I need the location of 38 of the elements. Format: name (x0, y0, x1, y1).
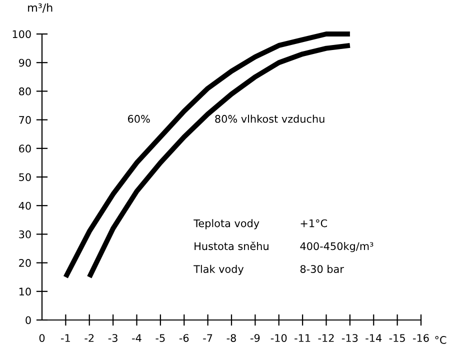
x-tick-label: -16 (413, 334, 429, 342)
x-tick-label: -11 (294, 334, 310, 342)
x-tick-label: -10 (270, 334, 287, 342)
x-tick-label: -3 (108, 334, 118, 342)
annotation: Tlak vody (194, 264, 244, 275)
y-tick-label: 40 (18, 202, 31, 210)
y-tick-label: 70 (19, 116, 31, 124)
y-tick-label: 10 (19, 288, 31, 296)
x-tick-label: -9 (250, 334, 260, 342)
x-tick-label: -15 (389, 334, 405, 342)
y-tick-label: 60 (19, 144, 31, 153)
x-tick-label: -6 (179, 334, 189, 342)
y-tick-label: 50 (19, 173, 31, 182)
x-tick-label: -2 (84, 334, 94, 342)
x-tick-label: -12 (318, 334, 334, 342)
x-tick-label: -7 (203, 334, 212, 342)
x-tick-label: -5 (156, 334, 165, 342)
y-tick-label: 90 (18, 58, 31, 67)
annotation: 8-30 bar (300, 264, 344, 273)
annotation: 400-450kg/m³ (300, 242, 374, 252)
annotation: Hustota sněhu (194, 242, 268, 250)
y-tick-label: 80 (19, 87, 31, 96)
annotation: +1°C (300, 219, 327, 228)
series-label: 80% vlhkost vzduchu (215, 114, 324, 123)
x-tick-label: -14 (366, 334, 382, 342)
y-tick-label: 30 (19, 230, 31, 238)
x-tick-label: -8 (226, 334, 236, 342)
x-tick-label: -13 (342, 334, 358, 342)
y-tick-label: 0 (26, 316, 31, 324)
x-tick-label: -1 (61, 334, 70, 342)
x-tick-label: 0 (39, 334, 45, 342)
y-tick-label: 20 (19, 259, 31, 267)
series-label: 60% (128, 114, 150, 123)
y-tick-label: 100 (12, 30, 31, 38)
x-axis-title: °C (435, 336, 446, 344)
y-axis-title: m³/h (28, 3, 52, 13)
annotation: Teplota vody (194, 219, 260, 230)
x-tick-label: -4 (132, 334, 142, 342)
